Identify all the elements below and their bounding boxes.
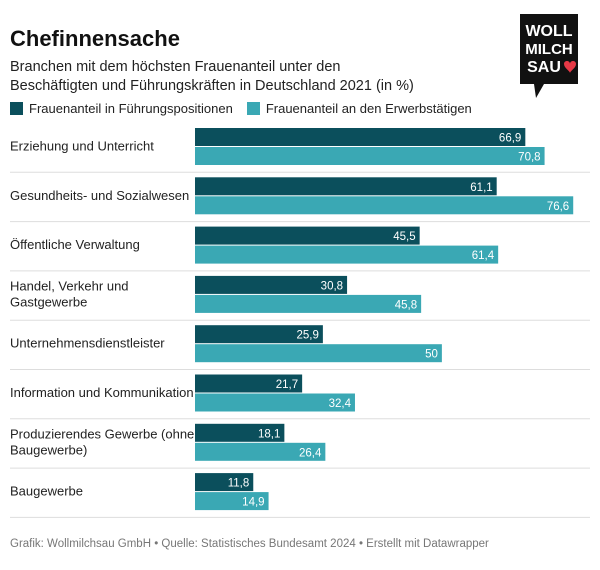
- value-label-erwerb: 26,4: [299, 447, 322, 459]
- legend-swatch-erwerb: [246, 102, 260, 115]
- bar-fuehrung: [195, 473, 254, 492]
- bar-fuehrung: [195, 423, 285, 442]
- category-label: Produzierendes Gewerbe (ohne Baugewerbe): [10, 426, 194, 457]
- bar-fuehrung: [195, 226, 420, 245]
- bar-erwerb: [195, 147, 545, 165]
- category-label: Öffentliche Verwaltung: [10, 237, 140, 252]
- logo-text-line2: MILCH: [525, 41, 573, 58]
- logo-text-line3: SAU: [527, 59, 561, 76]
- bar-erwerb: [195, 442, 326, 461]
- value-label-fuehrung: 18,1: [258, 428, 280, 440]
- legend-item-fuehrung: Frauenanteil in Führungspositionen: [10, 101, 233, 116]
- category-label: Gesundheits- und Sozialwesen: [10, 188, 189, 203]
- value-label-erwerb: 70,8: [518, 152, 540, 164]
- bar-erwerb: [195, 344, 442, 363]
- bar-erwerb: [195, 196, 574, 215]
- value-label-erwerb: 50: [425, 349, 438, 361]
- bar-erwerb: [195, 492, 269, 511]
- legend-label-erwerb: Frauenanteil an den Erwerbstätigen: [265, 101, 472, 116]
- category-label: Information und Kommunikation: [10, 385, 194, 400]
- chart-footer: Grafik: Wollmilchsau GmbH • Quelle: Stat…: [10, 538, 489, 550]
- chart-title: Chefinnensache: [10, 26, 180, 51]
- value-label-fuehrung: 61,1: [470, 182, 492, 194]
- category-label: Unternehmensdienstleister: [10, 336, 165, 351]
- bar-erwerb: [195, 245, 499, 264]
- category-label: Handel, Verkehr und Gastgewerbe: [10, 278, 129, 309]
- category-label: Erziehung und Unterricht: [10, 139, 154, 154]
- value-label-fuehrung: 45,5: [393, 231, 415, 243]
- value-label-fuehrung: 30,8: [321, 280, 343, 292]
- logo-text-line1: WOLL: [525, 23, 572, 40]
- legend: Frauenanteil in Führungspositionen Fraue…: [10, 101, 472, 116]
- bar-chart: Erziehung und Unterricht 66,9 70,8 Gesundhe…: [10, 128, 590, 518]
- value-label-erwerb: 45,8: [395, 299, 417, 311]
- value-label-erwerb: 32,4: [329, 398, 352, 410]
- bar-fuehrung: [195, 325, 323, 344]
- value-label-erwerb: 61,4: [472, 250, 495, 262]
- value-label-erwerb: 14,9: [242, 497, 264, 509]
- legend-label-fuehrung: Frauenanteil in Führungspositionen: [29, 101, 233, 116]
- heart-icon: [564, 61, 576, 73]
- chart-subtitle: Branchen mit dem höchsten Frauenanteil u…: [10, 59, 414, 94]
- category-label: Baugewerbe: [10, 484, 83, 499]
- legend-item-erwerb: Frauenanteil an den Erwerbstätigen: [246, 101, 472, 116]
- bar-erwerb: [195, 393, 355, 412]
- bar-fuehrung: [195, 275, 348, 294]
- value-label-fuehrung: 21,7: [276, 379, 298, 391]
- bar-fuehrung: [195, 374, 303, 393]
- wollmilchsau-logo: WOLL MILCH SAU: [520, 14, 578, 98]
- legend-swatch-fuehrung: [10, 102, 23, 115]
- value-label-fuehrung: 25,9: [296, 330, 318, 342]
- bar-erwerb: [195, 294, 422, 313]
- bar-fuehrung: [195, 177, 497, 196]
- value-label-fuehrung: 11,8: [228, 478, 250, 490]
- logo-speech-bubble: [520, 14, 578, 98]
- value-label-fuehrung: 66,9: [499, 133, 521, 145]
- bar-fuehrung: [195, 128, 526, 146]
- value-label-erwerb: 76,6: [547, 201, 569, 213]
